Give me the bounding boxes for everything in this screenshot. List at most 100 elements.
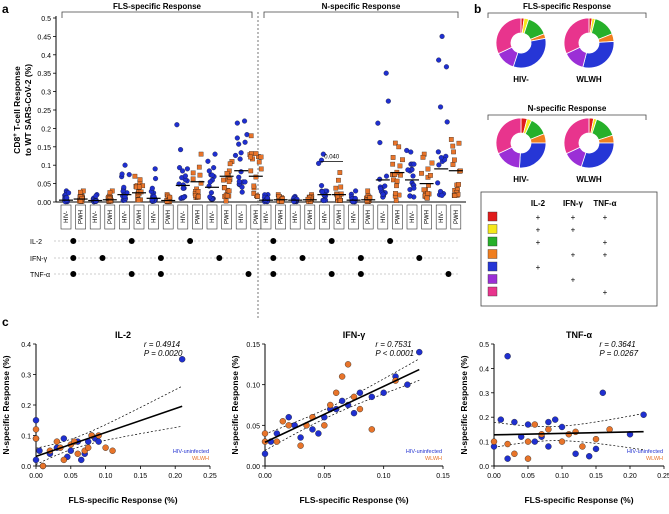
data-point: [394, 183, 399, 189]
data-point: [222, 185, 227, 191]
data-point: [239, 189, 245, 195]
cytokine-dot: [245, 271, 252, 277]
data-point: [390, 161, 396, 167]
data-point: [319, 189, 325, 195]
data-point: [377, 186, 384, 192]
data-point: [382, 183, 388, 189]
donut-group-title: N-specific Response: [528, 104, 607, 113]
data-point: [149, 185, 155, 191]
x-tick-label: 0.25: [657, 473, 669, 480]
data-point: [456, 140, 462, 146]
data-point: [545, 443, 552, 450]
data-point: [258, 166, 264, 172]
cytokine-dot: [128, 271, 135, 277]
data-point: [504, 353, 511, 360]
cytokine-dot: [357, 255, 364, 261]
data-point: [234, 120, 240, 126]
regression-line: [493, 430, 644, 436]
data-point: [393, 198, 399, 203]
x-axis-label: FLS-specific Response (%): [299, 495, 408, 505]
data-point: [392, 140, 398, 146]
stat-p: P = 0.0267: [599, 349, 638, 358]
data-point: [572, 450, 579, 457]
data-point: [436, 57, 442, 63]
data-point: [209, 172, 215, 178]
category-label: HIV-: [352, 211, 358, 223]
regression-line: [264, 368, 420, 443]
category-label: PWH: [337, 210, 343, 224]
category-box: [275, 204, 286, 230]
y-tick-label: 0.00: [246, 464, 260, 471]
category-label: HIV-: [293, 211, 299, 223]
data-point: [356, 405, 364, 413]
data-point: [64, 195, 70, 201]
data-point: [383, 173, 390, 179]
data-point: [258, 154, 264, 160]
category-box: [392, 204, 403, 230]
data-point: [439, 33, 445, 39]
data-point: [419, 170, 424, 176]
data-point: [333, 185, 339, 191]
y-tick-label: 0.1: [479, 440, 489, 447]
data-point: [572, 428, 579, 436]
data-point: [321, 197, 327, 204]
data-point: [198, 180, 204, 186]
data-point: [338, 373, 346, 380]
data-point: [224, 193, 230, 199]
cytokine-dot: [187, 238, 194, 244]
y-tick-label: 0.3: [41, 90, 51, 97]
data-point: [320, 151, 326, 157]
data-point: [400, 157, 405, 163]
legend-mark: +: [571, 213, 576, 222]
group-title: FLS-specific Response: [113, 2, 202, 11]
y-tick-label: 0.1: [41, 163, 51, 170]
data-point: [380, 389, 387, 396]
data-point: [224, 171, 230, 176]
cytokine-dot: [387, 238, 394, 244]
data-point: [78, 456, 85, 464]
data-point: [524, 421, 532, 428]
data-point: [336, 177, 341, 183]
data-point: [450, 143, 456, 149]
confidence-band-upper: [35, 385, 183, 449]
data-point: [108, 198, 113, 203]
legend-swatch: [487, 274, 498, 284]
x-tick-label: 0.05: [64, 473, 78, 480]
data-point: [256, 159, 262, 165]
data-point: [184, 166, 190, 172]
data-point: [390, 155, 396, 160]
stat-p: P = 0.0020: [144, 349, 183, 358]
legend-swatch: [487, 224, 498, 234]
legend-mark: +: [536, 238, 541, 247]
donut-slice: [495, 117, 522, 155]
data-point: [53, 438, 61, 445]
x-tick-label: 0.00: [258, 473, 272, 480]
pvalue-text: 0.040: [324, 155, 340, 161]
data-point: [421, 187, 427, 193]
category-label: PWH: [195, 210, 201, 224]
data-point: [337, 170, 343, 175]
data-point: [327, 401, 334, 409]
data-point: [126, 172, 132, 178]
category-box: [333, 204, 345, 230]
x-tick-label: 0.10: [377, 473, 391, 480]
category-box: [260, 204, 272, 230]
donut-group-bracket: [487, 12, 647, 18]
data-point: [375, 120, 381, 126]
y-axis-label: N-specific Response (%): [1, 355, 11, 454]
y-tick-label: 0.2: [479, 415, 489, 422]
legend-mark: +: [571, 276, 576, 285]
confidence-band-lower: [264, 380, 420, 451]
data-point: [248, 154, 253, 160]
data-point: [411, 161, 417, 167]
data-point: [497, 416, 504, 423]
category-label: PWH: [166, 210, 172, 224]
data-point: [337, 198, 343, 203]
cytokine-dot: [299, 255, 306, 261]
x-tick-label: 0.20: [168, 473, 182, 480]
data-point: [444, 119, 450, 125]
y-tick-label: 0.4: [41, 53, 51, 60]
y-tick-label: 0.15: [246, 342, 260, 349]
data-point: [32, 417, 40, 424]
legend-swatch: [487, 286, 498, 297]
